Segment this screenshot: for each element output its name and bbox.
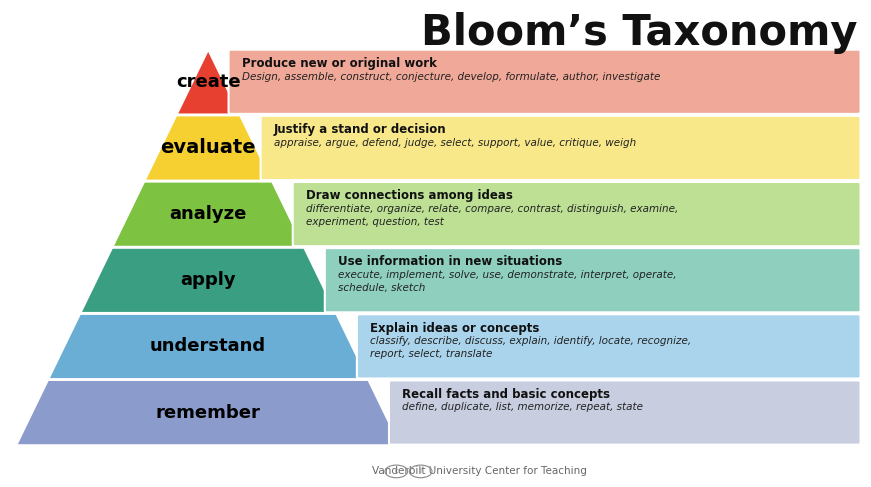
Text: apply: apply [180, 271, 236, 289]
FancyBboxPatch shape [325, 248, 861, 312]
Polygon shape [111, 181, 305, 247]
Text: classify, describe, discuss, explain, identify, locate, recognize,
report, selec: classify, describe, discuss, explain, id… [370, 336, 691, 359]
Text: evaluate: evaluate [160, 138, 256, 157]
Text: execute, implement, solve, use, demonstrate, interpret, operate,
schedule, sketc: execute, implement, solve, use, demonstr… [338, 270, 677, 293]
Text: create: create [176, 73, 240, 91]
Text: understand: understand [150, 337, 267, 356]
Polygon shape [176, 49, 240, 115]
Text: Design, assemble, construct, conjecture, develop, formulate, author, investigate: Design, assemble, construct, conjecture,… [241, 72, 660, 82]
Text: Recall facts and basic concepts: Recall facts and basic concepts [402, 388, 610, 401]
Polygon shape [144, 115, 273, 181]
Text: c: c [395, 468, 398, 474]
Text: remember: remember [156, 404, 260, 422]
FancyBboxPatch shape [228, 50, 861, 114]
FancyBboxPatch shape [389, 380, 861, 445]
Text: Explain ideas or concepts: Explain ideas or concepts [370, 321, 539, 335]
Text: i: i [420, 468, 422, 474]
Polygon shape [48, 313, 368, 379]
Text: Use information in new situations: Use information in new situations [338, 255, 562, 268]
FancyBboxPatch shape [293, 182, 861, 246]
Text: Produce new or original work: Produce new or original work [241, 57, 436, 70]
Text: differentiate, organize, relate, compare, contrast, distinguish, examine,
experi: differentiate, organize, relate, compare… [306, 204, 678, 227]
Text: analyze: analyze [170, 205, 246, 223]
FancyBboxPatch shape [260, 116, 861, 180]
Text: define, duplicate, list, memorize, repeat, state: define, duplicate, list, memorize, repea… [402, 402, 643, 412]
Polygon shape [80, 247, 336, 313]
Polygon shape [16, 379, 401, 446]
Text: Bloom’s Taxonomy: Bloom’s Taxonomy [422, 12, 858, 54]
Text: appraise, argue, defend, judge, select, support, value, critique, weigh: appraise, argue, defend, judge, select, … [273, 138, 636, 148]
Text: Justify a stand or decision: Justify a stand or decision [273, 123, 446, 136]
Text: Draw connections among ideas: Draw connections among ideas [306, 189, 513, 202]
Text: Vanderbilt University Center for Teaching: Vanderbilt University Center for Teachin… [372, 467, 586, 476]
FancyBboxPatch shape [357, 314, 861, 378]
